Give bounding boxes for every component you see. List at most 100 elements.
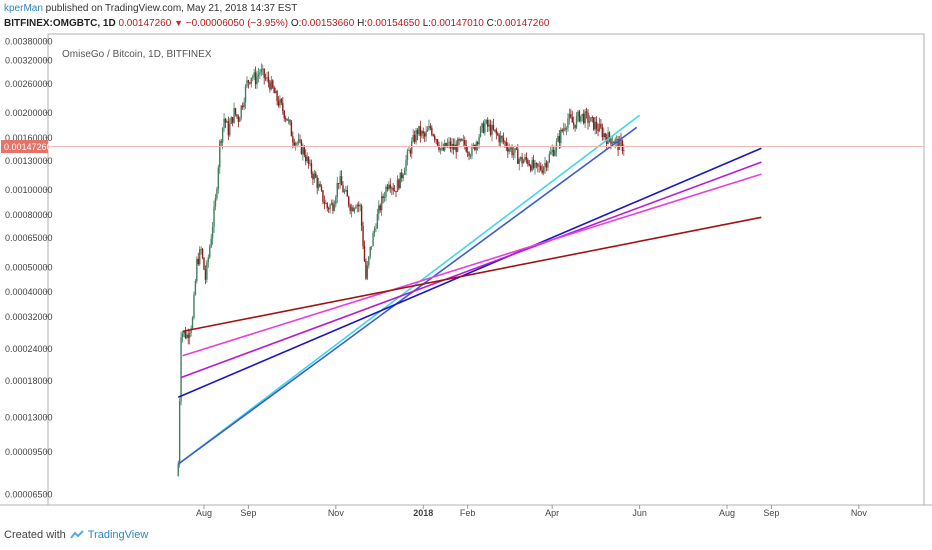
candle-body (259, 72, 261, 75)
candle-body (491, 124, 493, 135)
candle-body (552, 149, 555, 156)
candle-body (279, 99, 281, 106)
candle-body (368, 256, 370, 266)
candle-body (335, 197, 337, 205)
candle-body (446, 142, 449, 147)
candle-body (190, 328, 192, 333)
candle-body (466, 151, 469, 153)
candle-body (299, 139, 301, 141)
candle-body (197, 258, 199, 265)
candle-body (565, 127, 568, 130)
candle-body (405, 159, 407, 171)
close-label: C: (486, 18, 497, 29)
candle-body (244, 86, 247, 103)
candle-body (353, 208, 356, 212)
candle-body (426, 129, 429, 132)
candle-body (560, 129, 562, 143)
candle-body (273, 87, 275, 94)
candle-body (234, 108, 237, 115)
candle-body (336, 182, 338, 198)
candle-body (356, 204, 359, 207)
candle-body (459, 139, 462, 141)
candle-body (276, 90, 278, 101)
symbol-label: BITFINEX:OMGBTC, 1D (4, 18, 116, 29)
candle-body (272, 80, 274, 88)
candle-body (412, 134, 414, 142)
candle-body (252, 77, 254, 78)
candle-body (402, 174, 404, 179)
candle-body (226, 121, 228, 123)
x-tick-label: Aug (719, 508, 735, 518)
candle-body (359, 205, 361, 207)
candle-body (349, 205, 351, 211)
author-link[interactable]: kperMan (4, 3, 43, 14)
plot-frame (47, 33, 925, 506)
candle-body (310, 163, 313, 174)
candle-body (391, 187, 393, 189)
candle-body (366, 265, 369, 279)
candle-body (583, 113, 585, 124)
candle-body (415, 130, 417, 142)
candle-body (264, 77, 267, 79)
candle-body (517, 149, 519, 164)
candle-body (439, 148, 442, 151)
candle-body (315, 173, 317, 178)
candle-body (441, 147, 443, 149)
candle-body (514, 148, 516, 153)
candle-body (603, 133, 605, 138)
candle-body (422, 131, 424, 134)
candle-body (183, 331, 185, 334)
candle-body (247, 80, 250, 83)
candle-body (284, 118, 287, 120)
candle-body (317, 183, 320, 189)
candle-body (435, 139, 437, 141)
candle-body (289, 119, 291, 123)
candle-body (355, 206, 357, 209)
candle-body (231, 117, 234, 123)
candle-body (575, 116, 578, 128)
candle-body (388, 184, 390, 190)
candle-body (462, 139, 465, 141)
candle-body (230, 117, 232, 124)
candle-body (547, 161, 549, 168)
candle-body (300, 140, 303, 155)
candle-body (270, 80, 273, 90)
candle-body (541, 169, 543, 173)
y-tick-label: 0.00100000 (5, 185, 53, 195)
candle-body (342, 185, 344, 193)
candle-body (481, 123, 483, 128)
candle-body (449, 141, 452, 149)
candle-body (428, 126, 430, 130)
low-value: 0.00147010 (431, 18, 484, 29)
tradingview-brand-link[interactable]: TradingView (87, 529, 149, 541)
candle-body (505, 142, 508, 148)
candle-body (213, 206, 215, 228)
candle-body (345, 189, 347, 192)
candle-body (246, 80, 248, 87)
candle-body (456, 139, 459, 152)
candle-body (177, 464, 179, 476)
trendline-darkred (182, 216, 762, 333)
candle-body (521, 157, 523, 164)
y-tick-label: 0.00024000 (5, 344, 53, 354)
candle-body (468, 152, 470, 156)
candle-body (611, 142, 614, 144)
candle-body (588, 121, 591, 123)
candle-body (601, 127, 604, 138)
candle-body (489, 124, 492, 135)
candle-body (528, 164, 530, 166)
candle-body (196, 258, 198, 282)
candle-body (551, 149, 553, 152)
candle-body (326, 203, 328, 209)
candle-body (454, 144, 456, 150)
x-tick-label: Nov (328, 508, 345, 518)
candle-body (623, 149, 625, 152)
candle-body (585, 111, 588, 113)
candle-body (360, 205, 363, 226)
y-tick-label: 0.00006500 (5, 490, 53, 500)
published-text: published on TradingView.com, May 21, 20… (42, 3, 298, 14)
candle-body (448, 141, 450, 143)
candle-body (522, 160, 525, 164)
candle-body (614, 139, 616, 143)
